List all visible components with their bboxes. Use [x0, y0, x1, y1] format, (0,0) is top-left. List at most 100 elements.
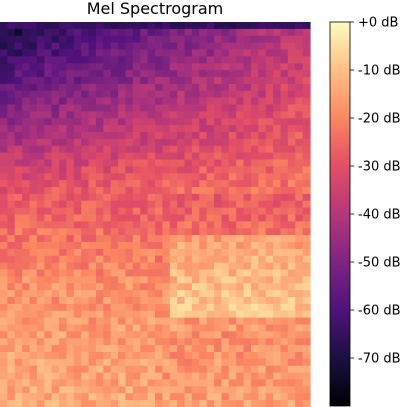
heatmap-cell	[36, 352, 45, 360]
heatmap-cell	[29, 214, 38, 222]
heatmap-cell	[103, 276, 112, 284]
heatmap-cell	[265, 35, 274, 44]
heatmap-cell	[59, 90, 68, 99]
heatmap-cell	[103, 214, 112, 222]
heatmap-cell	[81, 235, 90, 243]
heatmap-cell	[125, 70, 134, 78]
heatmap-cell	[169, 63, 178, 71]
heatmap-cell	[95, 324, 104, 332]
heatmap-cell	[184, 83, 193, 92]
heatmap-cell	[118, 345, 127, 353]
heatmap-cell	[88, 145, 97, 154]
heatmap-cell	[103, 70, 112, 78]
heatmap-cell	[243, 70, 252, 78]
heatmap-cell	[110, 22, 119, 30]
heatmap-cell	[73, 358, 82, 367]
heatmap-cell	[191, 90, 200, 99]
heatmap-cell	[287, 200, 296, 209]
heatmap-cell	[88, 97, 97, 106]
heatmap-cell	[206, 290, 215, 298]
heatmap-cell	[0, 193, 8, 202]
heatmap-cell	[59, 166, 68, 174]
heatmap-cell	[81, 352, 90, 360]
heatmap-cell	[51, 283, 60, 291]
heatmap-cell	[110, 283, 119, 291]
heatmap-cell	[44, 193, 53, 202]
heatmap-cell	[88, 400, 97, 407]
heatmap-cell	[147, 221, 156, 229]
heatmap-cell	[250, 77, 259, 85]
heatmap-cell	[287, 338, 296, 346]
heatmap-cell	[221, 200, 230, 209]
heatmap-cell	[44, 255, 53, 264]
heatmap-cell	[29, 97, 38, 106]
heatmap-cell	[214, 317, 223, 326]
heatmap-cell	[132, 104, 141, 112]
heatmap-cell	[191, 352, 200, 360]
heatmap-cell	[7, 42, 16, 51]
heatmap-cell	[59, 63, 68, 71]
heatmap-cell	[214, 138, 223, 147]
heatmap-cell	[221, 310, 230, 319]
heatmap-cell	[302, 200, 311, 209]
heatmap-cell	[206, 28, 215, 37]
heatmap-cell	[95, 28, 104, 37]
heatmap-cell	[59, 276, 68, 284]
heatmap-cell	[214, 283, 223, 291]
heatmap-cell	[88, 166, 97, 174]
heatmap-cell	[88, 345, 97, 353]
heatmap-cell	[162, 28, 171, 37]
heatmap-cell	[140, 152, 149, 161]
heatmap-cell	[228, 49, 237, 57]
heatmap-cell	[214, 221, 223, 229]
heatmap-cell	[273, 166, 282, 174]
heatmap-cell	[206, 49, 215, 57]
heatmap-cell	[0, 159, 8, 167]
heatmap-cell	[73, 90, 82, 99]
heatmap-cell	[221, 145, 230, 154]
heatmap-cell	[44, 358, 53, 367]
heatmap-cell	[14, 63, 23, 71]
heatmap-cell	[88, 138, 97, 147]
heatmap-cell	[147, 379, 156, 387]
heatmap-cell	[132, 214, 141, 222]
heatmap-cell	[66, 70, 75, 78]
heatmap-cell	[103, 207, 112, 216]
heatmap-cell	[95, 49, 104, 57]
heatmap-cell	[0, 56, 8, 64]
heatmap-cell	[273, 180, 282, 188]
heatmap-cell	[22, 173, 31, 181]
heatmap-cell	[0, 379, 8, 387]
heatmap-cell	[206, 372, 215, 381]
heatmap-plot-area	[0, 22, 311, 407]
heatmap-cell	[73, 297, 82, 305]
heatmap-cell	[265, 42, 274, 51]
heatmap-cell	[221, 372, 230, 381]
heatmap-cell	[95, 138, 104, 147]
heatmap-cell	[243, 104, 252, 112]
heatmap-cell	[155, 90, 163, 99]
heatmap-cell	[155, 235, 163, 243]
heatmap-cell	[66, 118, 75, 126]
heatmap-cell	[81, 338, 90, 346]
heatmap-cell	[258, 331, 267, 339]
heatmap-cell	[265, 324, 274, 332]
heatmap-cell	[44, 331, 53, 339]
heatmap-cell	[258, 262, 267, 271]
heatmap-cell	[184, 152, 193, 161]
heatmap-cell	[95, 338, 104, 346]
heatmap-cell	[7, 132, 16, 140]
heatmap-cell	[295, 214, 304, 222]
heatmap-cell	[22, 56, 31, 64]
heatmap-cell	[295, 372, 304, 381]
heatmap-cell	[265, 393, 274, 401]
heatmap-cell	[199, 379, 208, 387]
heatmap-cell	[243, 303, 252, 312]
heatmap-cell	[243, 152, 252, 161]
heatmap-cell	[169, 159, 178, 167]
heatmap-cell	[103, 187, 112, 195]
heatmap-cell	[95, 310, 104, 319]
heatmap-cell	[44, 200, 53, 209]
heatmap-cell	[110, 56, 119, 64]
heatmap-cell	[95, 22, 104, 30]
